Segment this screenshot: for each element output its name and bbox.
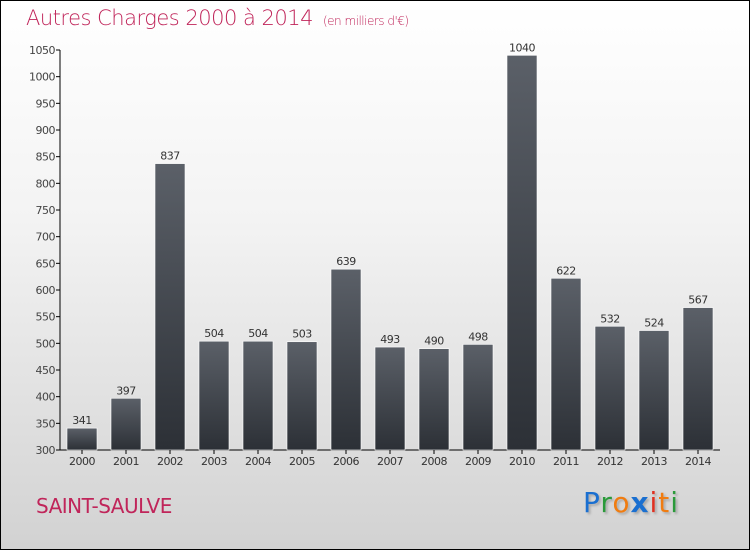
bar-2006 [330, 268, 362, 451]
x-tick-label: 2002 [157, 455, 183, 468]
bar-2008 [418, 348, 450, 451]
bar-2003 [198, 340, 230, 451]
data-label: 397 [116, 384, 136, 397]
logo-letter: t [658, 486, 671, 519]
x-tick-label: 2009 [465, 455, 491, 468]
y-tick-label: 800 [36, 177, 56, 190]
data-label: 1040 [509, 41, 535, 54]
data-label: 504 [248, 327, 268, 340]
x-tick-label: 2004 [245, 455, 271, 468]
x-tick-label: 2010 [509, 455, 535, 468]
title-text: Autres Charges 2000 à 2014 [26, 6, 313, 30]
data-label: 524 [644, 317, 664, 330]
data-label: 498 [468, 330, 488, 343]
y-tick-label: 400 [36, 391, 56, 404]
x-tick-label: 2012 [597, 455, 623, 468]
x-tick-label: 2006 [333, 455, 359, 468]
x-tick-label: 2005 [289, 455, 315, 468]
data-label: 503 [292, 328, 312, 341]
logo-letter: x [630, 486, 650, 519]
bar-2001 [110, 397, 142, 451]
chart-subtitle: (en milliers d'€) [322, 14, 409, 28]
y-tick-label: 600 [36, 284, 56, 297]
proxiti-logo[interactable]: Proxiti [583, 486, 679, 519]
y-tick-label: 1000 [29, 71, 55, 84]
bar-2010 [506, 55, 538, 451]
y-tick-label: 550 [36, 311, 56, 324]
x-tick-label: 2003 [201, 455, 227, 468]
data-label: 504 [204, 327, 224, 340]
y-tick-label: 850 [36, 151, 56, 164]
y-tick-label: 1050 [29, 44, 55, 57]
bar-2011 [550, 277, 582, 451]
x-tick-label: 2014 [685, 455, 711, 468]
x-tick-label: 2001 [113, 455, 139, 468]
x-tick-label: 2007 [377, 455, 403, 468]
bar-2002 [154, 163, 186, 451]
y-tick-label: 750 [36, 204, 56, 217]
bar-2004 [242, 340, 274, 451]
data-label: 622 [556, 264, 576, 277]
y-tick-label: 700 [36, 231, 56, 244]
logo-letter: i [670, 486, 680, 519]
bar-2012 [594, 325, 626, 451]
x-tick-label: 2011 [553, 455, 579, 468]
y-tick-label: 300 [36, 444, 56, 457]
logo-letter: o [612, 486, 631, 519]
bar-2009 [462, 344, 494, 451]
data-label: 490 [424, 335, 444, 348]
data-label: 341 [72, 414, 92, 427]
x-tick-label: 2013 [641, 455, 667, 468]
bar-2007 [374, 346, 406, 451]
data-label: 639 [336, 255, 356, 268]
y-tick-label: 350 [36, 417, 56, 430]
logo-letter: i [649, 486, 659, 519]
bar-2005 [286, 341, 318, 451]
data-label: 837 [160, 150, 180, 163]
bar-2000 [66, 427, 98, 451]
x-tick-label: 2008 [421, 455, 447, 468]
logo-letter: P [583, 486, 601, 519]
y-tick-label: 450 [36, 364, 56, 377]
x-tick-label: 2000 [69, 455, 95, 468]
y-tick-label: 950 [36, 97, 56, 110]
logo-letter: r [600, 486, 613, 519]
data-label: 493 [380, 333, 400, 346]
y-tick-label: 500 [36, 337, 56, 350]
bar-2013 [638, 330, 670, 451]
y-tick-label: 650 [36, 257, 56, 270]
chart-title: Autres Charges 2000 à 2014 (en milliers d… [26, 6, 409, 30]
location-label: SAINT-SAULVE [36, 494, 172, 518]
y-tick-label: 900 [36, 124, 56, 137]
bar-2014 [682, 307, 714, 451]
data-label: 567 [688, 294, 708, 307]
data-label: 532 [600, 312, 620, 325]
